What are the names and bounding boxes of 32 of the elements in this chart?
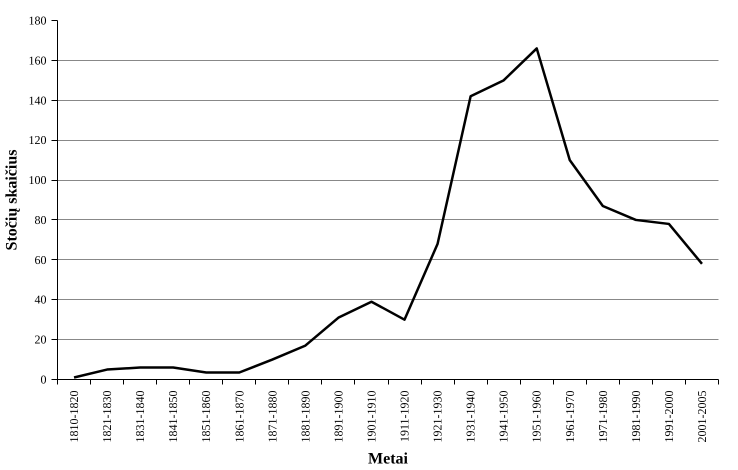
x-tick-label: 1931-1940 (464, 390, 478, 442)
y-tick-label: 40 (34, 292, 46, 307)
x-tick-label: 1961-1970 (562, 390, 577, 442)
y-tick-label: 160 (28, 53, 46, 68)
x-tick-label: 1911-1920 (398, 390, 412, 442)
x-tick-label: 1841-1850 (166, 390, 180, 442)
y-axis-title: Stočių skaičius (4, 150, 20, 250)
x-tick-label: 1881-1890 (298, 390, 312, 442)
x-tick-label: 1951-1960 (530, 390, 544, 442)
y-tick-label: 20 (34, 332, 46, 347)
x-tick-label: 1981-1990 (628, 390, 643, 442)
y-tick-label: 120 (28, 133, 46, 148)
x-tick-label: 1921-1930 (430, 390, 445, 442)
x-tick-label: 1831-1840 (133, 390, 148, 442)
x-tick-label: 1891-1900 (331, 390, 346, 442)
x-tick-label: 1821-1830 (100, 390, 114, 442)
x-tick-label: 1871-1880 (265, 390, 280, 442)
y-tick-label: 180 (28, 14, 46, 28)
x-tick-label: 2001-2005 (694, 390, 709, 442)
x-tick-label: 1971-1980 (596, 390, 610, 442)
x-tick-label: 1861-1870 (232, 390, 246, 442)
y-tick-label: 100 (28, 173, 46, 188)
x-tick-label: 1810-1820 (67, 390, 82, 442)
y-tick-label: 0 (40, 372, 46, 386)
x-tick-label: 1901-1910 (364, 390, 378, 442)
x-axis-title: Metai (368, 450, 409, 468)
x-tick-label: 1851-1860 (199, 390, 214, 442)
y-tick-label: 80 (34, 212, 46, 227)
x-tick-label: 1991-2000 (662, 390, 676, 442)
x-tick-label: 1941-1950 (496, 390, 511, 442)
y-tick-label: 60 (34, 252, 46, 267)
y-tick-label: 140 (28, 93, 46, 108)
